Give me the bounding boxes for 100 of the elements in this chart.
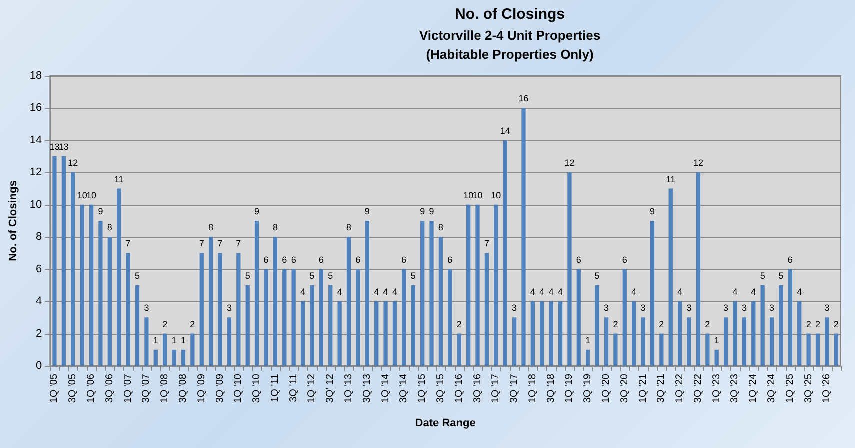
y-axis-title: No. of Closings [8, 180, 20, 262]
data-label: 5 [778, 270, 784, 281]
data-label: 10 [472, 190, 483, 200]
bar [558, 302, 563, 366]
bar [356, 269, 360, 366]
data-label: 7 [218, 238, 223, 249]
x-tick-label: 3Q '20 [619, 374, 630, 404]
chart-title: No. of Closings [455, 6, 565, 23]
bar [530, 302, 535, 366]
data-label: 9 [254, 206, 260, 216]
x-tick-label: 3Q '06 [104, 374, 116, 404]
bar [834, 334, 838, 366]
data-label: 6 [402, 254, 407, 265]
bar [71, 172, 76, 366]
data-label: 4 [300, 287, 306, 298]
x-tick-label: 1Q '25 [784, 374, 796, 404]
bar [420, 221, 425, 366]
x-tick-label: 1Q '20 [601, 374, 612, 404]
data-label: 8 [208, 222, 214, 233]
bar [365, 221, 370, 366]
data-label: 4 [392, 287, 398, 298]
x-tick-label: 3Q '19 [582, 374, 594, 404]
y-tick-label: 12 [30, 166, 42, 179]
x-tick-label: 3Q '22 [692, 374, 704, 404]
bar [163, 334, 168, 366]
bar [448, 269, 452, 366]
data-label: 6 [282, 254, 288, 265]
data-label: 6 [264, 254, 269, 265]
x-tick-label: 1Q '13 [344, 374, 355, 404]
data-label: 3 [640, 303, 646, 314]
bar [328, 285, 333, 366]
data-label: 2 [190, 319, 196, 330]
x-tick-label: 1Q '08 [160, 374, 171, 404]
data-label: 6 [622, 254, 628, 265]
bar [310, 285, 314, 366]
bar [172, 350, 176, 366]
bar [540, 302, 544, 366]
bar [374, 302, 379, 366]
bar [254, 221, 260, 366]
bar [706, 334, 710, 366]
bar [292, 269, 296, 366]
data-label: 3 [144, 303, 150, 314]
data-label: 3 [686, 303, 692, 314]
data-label: 4 [678, 287, 683, 298]
bar [595, 285, 600, 366]
y-tick-label: 10 [30, 198, 42, 211]
data-label: 8 [346, 222, 352, 233]
bar [135, 285, 140, 366]
x-tick-label: 1Q '18 [527, 374, 538, 404]
x-tick-label: 3Q '14 [398, 374, 410, 404]
data-label: 5 [134, 270, 140, 281]
data-label: 2 [659, 319, 664, 330]
data-label: 6 [291, 254, 296, 265]
bar [604, 318, 609, 366]
x-tick-label: 1Q '23 [711, 374, 722, 404]
x-tick-label: 3Q '18 [546, 374, 557, 404]
data-label: 4 [632, 287, 637, 298]
data-label: 8 [272, 222, 278, 233]
x-tick-label: 3Q '17 [509, 374, 520, 404]
x-tick-label: 3Q '16 [472, 374, 484, 404]
data-label: 5 [310, 270, 315, 281]
bar [98, 221, 103, 366]
y-tick-label: 2 [36, 328, 42, 340]
chart-subtitle: Victorville 2-4 Unit Properties (Habitable Properties Only) [419, 28, 601, 62]
x-tick-label: 3Q '13 [362, 374, 373, 404]
bar [338, 302, 342, 366]
bar [622, 269, 627, 366]
bar [117, 188, 122, 366]
bar [246, 285, 250, 366]
bar [549, 302, 554, 366]
data-label: 4 [558, 287, 564, 298]
bar [770, 318, 774, 366]
data-label: 3 [512, 303, 518, 314]
x-tick-label: 1Q '06 [86, 374, 98, 404]
data-label: 2 [613, 319, 618, 330]
bar [62, 156, 66, 366]
bar [108, 237, 112, 366]
data-label: 6 [448, 254, 453, 265]
y-tick-label: 18 [30, 70, 42, 82]
data-label: 4 [337, 287, 342, 298]
bar [733, 302, 738, 366]
bar [476, 204, 480, 366]
bar [568, 172, 572, 366]
bar [190, 334, 195, 366]
bar [200, 253, 204, 366]
bar [494, 204, 498, 366]
bar [154, 350, 158, 366]
x-tick-label: 1Q '15 [417, 374, 428, 404]
data-label: 13 [50, 142, 60, 152]
x-tick-label: 3Q '05 [68, 374, 79, 404]
data-label: 10 [491, 190, 502, 200]
x-tick-label: 1Q '07 [122, 374, 134, 404]
x-tick-label: 3Q '09 [214, 374, 226, 404]
data-label: 5 [594, 270, 600, 281]
data-label: 7 [484, 238, 490, 249]
data-label: 5 [410, 270, 416, 281]
bar [806, 334, 811, 366]
data-label: 2 [816, 319, 821, 330]
y-tick-label: 14 [30, 134, 42, 146]
bar [816, 334, 820, 366]
